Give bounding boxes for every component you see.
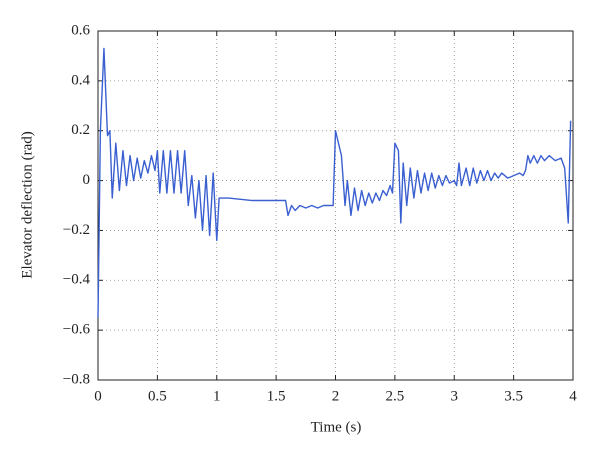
y-tick-label: −0.8 [63, 371, 90, 387]
x-tick-label: 3 [451, 388, 459, 404]
y-tick-label: 0.6 [71, 22, 90, 38]
x-tick-label: 1 [213, 388, 221, 404]
y-tick-label: −0.4 [63, 272, 91, 288]
x-tick-label: 2.5 [386, 388, 405, 404]
data-line [97, 47, 572, 318]
y-tick-label: 0.2 [71, 122, 90, 138]
y-axis-label: Elevator deflection (rad) [19, 131, 35, 278]
y-tick-label: 0 [83, 172, 91, 188]
x-tick-label: 3.5 [504, 388, 523, 404]
x-tick-label: 4 [569, 388, 577, 404]
x-tick-label: 1.5 [267, 388, 286, 404]
y-tick-label: −0.6 [63, 322, 91, 338]
x-tick-label: 2 [332, 388, 340, 404]
y-tick-label: −0.2 [63, 222, 90, 238]
plot-frame [97, 30, 574, 381]
x-tick-label: 0.5 [148, 388, 167, 404]
y-tick-label: 0.4 [71, 72, 90, 88]
x-axis-label: Time (s) [311, 419, 362, 435]
x-tick-label: 0 [94, 388, 102, 404]
